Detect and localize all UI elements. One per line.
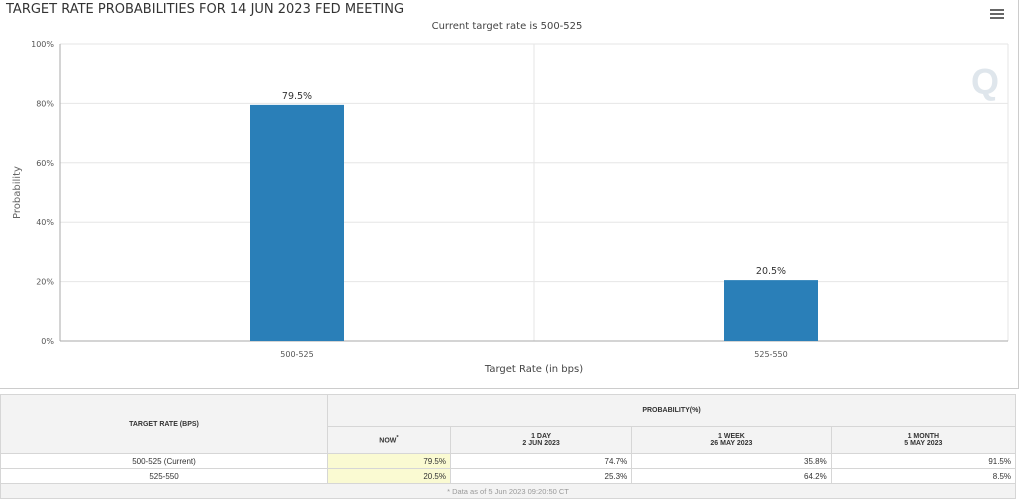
y-tick-label: 40% <box>36 218 54 227</box>
column-header: 1 WEEK 26 MAY 2023 <box>631 426 832 454</box>
table-row: 500-525 (Current) 79.5% 74.7% 35.8% 91.5% <box>0 453 1017 469</box>
data-label: 79.5% <box>282 91 312 102</box>
probability-table: TARGET RATE (BPS) PROBABILITY(%) NOW* 1 D… <box>0 394 1017 499</box>
chart-title: TARGET RATE PROBABILITIES FOR 14 JUN 202… <box>6 2 405 17</box>
column-header-line1: 1 MONTH <box>907 433 940 440</box>
column-header: 1 DAY 2 JUN 2023 <box>449 426 633 454</box>
watermark-logo: Q <box>971 61 999 102</box>
column-header-date: 26 MAY 2023 <box>710 440 753 447</box>
probability-cell: 79.5% <box>327 453 451 469</box>
y-tick-label: 100% <box>31 40 54 49</box>
probability-cell: 8.5% <box>830 468 1017 484</box>
column-header-line1: 1 DAY <box>531 433 552 440</box>
probability-cell: 64.2% <box>631 468 832 484</box>
probability-cell: 35.8% <box>631 453 832 469</box>
x-tick-label: 500-525 <box>280 350 313 359</box>
y-axis-title: Probability <box>12 166 23 219</box>
column-header: NOW* <box>327 426 451 454</box>
data-label: 20.5% <box>756 266 786 277</box>
asterisk: * <box>396 435 399 442</box>
probability-cell: 25.3% <box>449 468 633 484</box>
column-header: 1 MONTH 5 MAY 2023 <box>830 426 1017 454</box>
y-tick-label: 80% <box>36 99 54 108</box>
column-header-date: 2 JUN 2023 <box>522 440 560 447</box>
bar-500-525 <box>250 104 344 341</box>
y-tick-label: 20% <box>36 278 54 287</box>
table-row: 525-550 20.5% 25.3% 64.2% 8.5% <box>0 468 1017 484</box>
bar-chart: 0% 20% 40% 60% 80% 100% 79.5% 500-525 20.5% 525-5… <box>12 40 1009 375</box>
probability-cell: 91.5% <box>830 453 1017 469</box>
probability-cell: 20.5% <box>327 468 451 484</box>
hamburger-menu-icon[interactable] <box>990 9 1004 20</box>
header-probability: PROBABILITY(%) <box>327 394 1016 427</box>
x-axis-title: Target Rate (in bps) <box>484 364 583 375</box>
header-target-rate: TARGET RATE (BPS) <box>0 394 328 454</box>
chart-subtitle: Current target rate is 500-525 <box>431 21 583 32</box>
column-header-date: 5 MAY 2023 <box>904 440 943 447</box>
chart-panel: TARGET RATE PROBABILITIES FOR 14 JUN 202… <box>0 0 1019 389</box>
probability-cell: 74.7% <box>449 453 633 469</box>
rate-cell: 500-525 (Current) <box>0 453 328 469</box>
y-tick-label: 60% <box>36 159 54 168</box>
column-header-line1: NOW <box>379 437 397 445</box>
x-tick-label: 525-550 <box>754 350 787 359</box>
column-header-line1: 1 WEEK <box>718 433 745 440</box>
footnote: * Data as of 5 Jun 2023 09:20:50 CT <box>0 483 1016 499</box>
rate-cell: 525-550 <box>0 468 328 484</box>
bar-525-550 <box>724 280 818 341</box>
y-tick-label: 0% <box>41 337 54 346</box>
